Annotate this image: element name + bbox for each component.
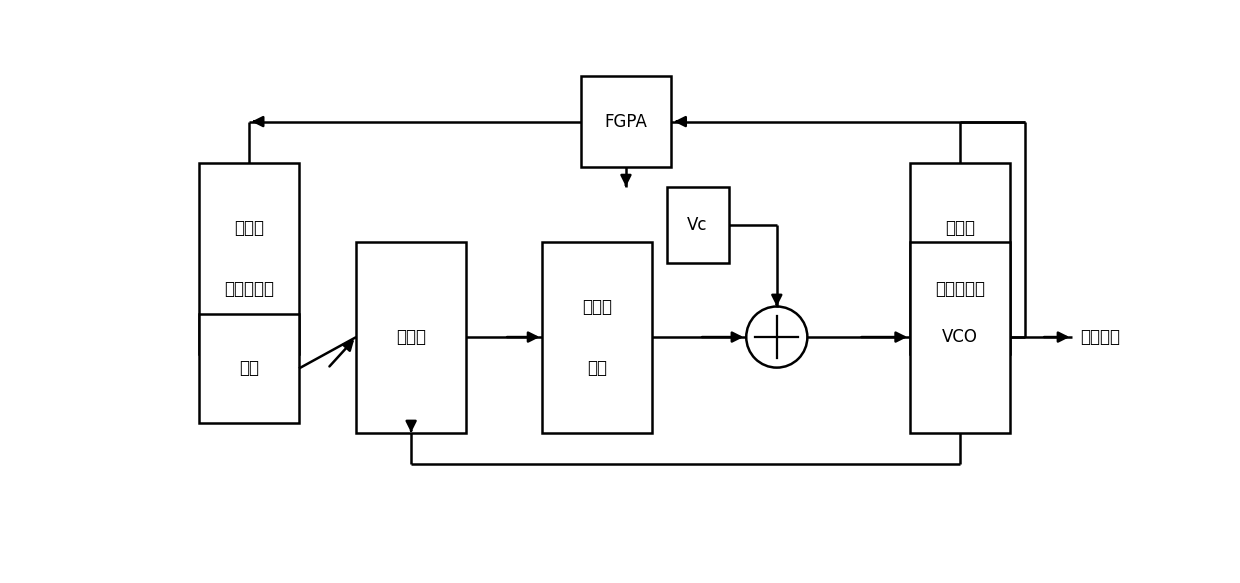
Text: VCO: VCO xyxy=(942,328,978,346)
Bar xyxy=(667,187,729,263)
Text: 滤波器: 滤波器 xyxy=(583,297,613,315)
Text: 第一加速度: 第一加速度 xyxy=(223,280,274,298)
Text: FGPA: FGPA xyxy=(605,113,647,131)
Text: Vc: Vc xyxy=(687,216,708,234)
Text: 频率输出: 频率输出 xyxy=(1080,328,1120,346)
Bar xyxy=(580,76,671,167)
Bar xyxy=(356,241,466,433)
Text: 传感器: 传感器 xyxy=(234,219,264,237)
Text: 鉴相器: 鉴相器 xyxy=(396,328,427,346)
Text: 晶振: 晶振 xyxy=(239,360,259,377)
Bar xyxy=(198,314,299,423)
Bar xyxy=(910,241,1011,433)
Text: 第二加速度: 第二加速度 xyxy=(935,280,985,298)
Text: 传感器: 传感器 xyxy=(945,219,975,237)
Bar xyxy=(542,241,652,433)
Bar xyxy=(198,163,299,354)
Bar xyxy=(910,163,1011,354)
Text: 环路: 环路 xyxy=(588,359,608,377)
